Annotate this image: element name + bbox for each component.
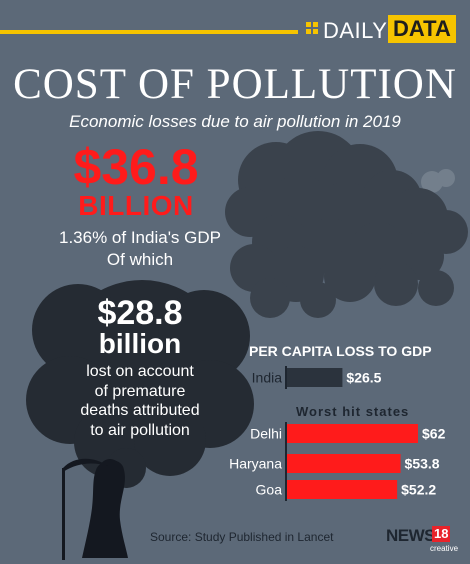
headline-unit: BILLION bbox=[78, 190, 194, 221]
bubble-amount: $28.8 bbox=[97, 294, 183, 332]
chart-title: PER CAPITA LOSS TO GDP bbox=[249, 343, 432, 359]
grid-icon bbox=[306, 22, 318, 34]
value-label-delhi: $62 bbox=[422, 426, 446, 442]
bubble-cloud bbox=[26, 280, 254, 488]
bar-axis bbox=[285, 366, 287, 389]
of-which: Of which bbox=[106, 250, 174, 269]
bubble-line: of premature bbox=[94, 382, 186, 400]
brand-data: DATA bbox=[388, 15, 456, 43]
page-title: COST OF POLLUTION bbox=[13, 61, 457, 108]
page-subtitle: Economic losses due to air pollution in … bbox=[69, 112, 401, 131]
brand-daily: DAILY bbox=[323, 18, 388, 43]
category-label-haryana: Haryana bbox=[229, 456, 282, 472]
headline-amount: $36.8 bbox=[73, 139, 199, 195]
bubble-line: to air pollution bbox=[90, 421, 190, 439]
category-label-goa: Goa bbox=[256, 482, 283, 498]
bubble-line: deaths attributed bbox=[80, 402, 200, 419]
bar-delhi bbox=[286, 424, 418, 443]
bar-india bbox=[286, 368, 343, 387]
bubble-text: lost on account of premature deaths attr… bbox=[40, 362, 240, 440]
category-label-india: India bbox=[252, 370, 283, 386]
bar-haryana bbox=[286, 454, 401, 473]
bubble-unit: billion bbox=[98, 328, 182, 359]
header-rule bbox=[0, 30, 298, 34]
bar-goa bbox=[286, 480, 398, 499]
category-label-delhi: Delhi bbox=[250, 426, 282, 442]
source-note: Source: Study Published in Lancet bbox=[150, 530, 334, 544]
bar-axis-states bbox=[285, 422, 287, 501]
logo-subtitle: creative bbox=[430, 544, 459, 553]
grim-reaper-icon bbox=[62, 458, 128, 560]
value-label-goa: $52.2 bbox=[401, 482, 436, 498]
smoke-cloud-icon bbox=[225, 131, 468, 318]
chart-subtitle: Worst hit states bbox=[296, 404, 409, 419]
logo-number: 18 bbox=[432, 526, 451, 542]
bubble-line: lost on account bbox=[86, 363, 194, 380]
value-label-india: $26.5 bbox=[346, 370, 381, 386]
logo-news: NEWS bbox=[386, 526, 436, 545]
gdp-share: 1.36% of India's GDP bbox=[59, 228, 221, 247]
value-label-haryana: $53.8 bbox=[405, 456, 440, 472]
